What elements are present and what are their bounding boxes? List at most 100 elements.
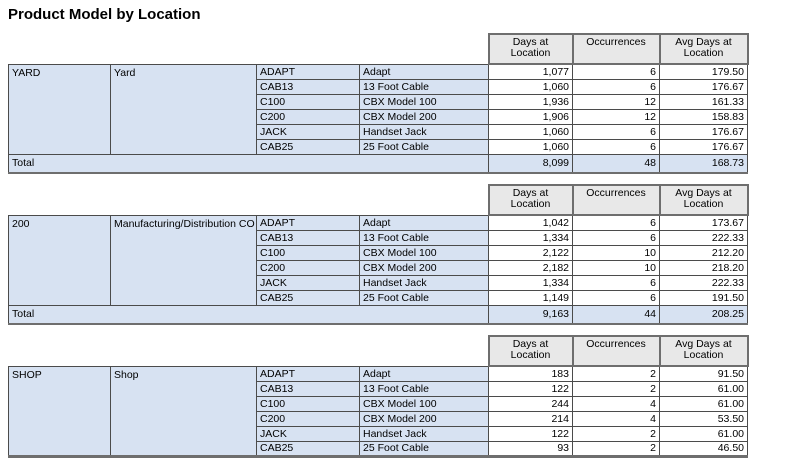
days-at-location-cell: 1,077 (488, 63, 573, 80)
location-code-cell: SHOP (8, 365, 111, 458)
occurrences-cell: 4 (572, 395, 660, 412)
product-row: CAB13 13 Foot Cable 1,334 6 222.33 (9, 229, 748, 246)
product-code-cell: CAB25 (256, 440, 360, 458)
avg-days-cell: 176.67 (659, 138, 748, 155)
days-at-location-cell: 93 (488, 440, 573, 458)
days-at-location-cell: 1,936 (488, 93, 573, 110)
product-row: YARD Yard ADAPT Adapt 1,077 6 179.50 (8, 63, 748, 155)
location-section-shop: Days at Location Occurrences Avg Days at L… (8, 335, 749, 458)
product-desc-cell: CBX Model 200 (359, 410, 489, 427)
product-desc-cell: 25 Foot Cable (359, 440, 489, 458)
occurrences-cell: 10 (572, 259, 660, 276)
days-at-location-cell: 1,042 (488, 214, 573, 231)
occurrences-cell: 2 (572, 380, 660, 397)
avg-days-cell: 212.20 (659, 244, 748, 261)
location-name-cell: Manufacturing/Distribution CO (110, 214, 257, 306)
product-row: C100 CBX Model 100 244 4 61.00 (9, 395, 748, 412)
avg-days-cell: 61.00 (659, 395, 748, 412)
product-code-cell: C200 (256, 259, 360, 276)
avg-days-cell: 176.67 (659, 78, 748, 95)
column-header-avg-days: Avg Days at Location (658, 335, 749, 367)
days-at-location-cell: 183 (488, 365, 573, 382)
occurrences-cell: 12 (572, 93, 660, 110)
product-row: 200 Manufacturing/Distribution CO ADAPT Ada… (8, 214, 748, 306)
product-row: C200 CBX Model 200 214 4 53.50 (9, 410, 748, 427)
days-at-location-cell: 2,182 (488, 259, 573, 276)
days-at-location-cell: 1,060 (488, 123, 573, 140)
location-code-cell: YARD (8, 63, 111, 155)
location-name-cell: Shop (110, 365, 257, 458)
occurrences-cell: 4 (572, 410, 660, 427)
total-days-cell: 8,099 (488, 153, 573, 174)
product-code-cell: C200 (256, 410, 360, 427)
occurrences-cell: 6 (572, 123, 660, 140)
product-desc-cell: Handset Jack (359, 425, 489, 442)
product-code-cell: ADAPT (256, 214, 360, 231)
product-row: CAB25 25 Foot Cable 93 2 46.50 (9, 440, 748, 458)
product-desc-cell: Adapt (359, 365, 489, 382)
avg-days-cell: 176.67 (659, 123, 748, 140)
occurrences-cell: 6 (572, 78, 660, 95)
occurrences-cell: 6 (572, 63, 660, 80)
page-title: Product Model by Location (8, 6, 201, 23)
product-desc-cell: 13 Foot Cable (359, 380, 489, 397)
avg-days-cell: 191.50 (659, 289, 748, 306)
product-code-cell: CAB13 (256, 380, 360, 397)
column-header-occurrences: Occurrences (571, 33, 661, 65)
avg-days-cell: 61.00 (659, 425, 748, 442)
total-days-cell: 9,163 (488, 304, 573, 325)
product-desc-cell: Handset Jack (359, 274, 489, 291)
days-at-location-cell: 1,334 (488, 229, 573, 246)
avg-days-cell: 61.00 (659, 380, 748, 397)
header-spacer (9, 185, 489, 215)
column-header-occurrences: Occurrences (571, 184, 661, 216)
product-row: SHOP Shop ADAPT Adapt 183 2 91.50 (8, 365, 748, 458)
column-header-days-at-location: Days at Location (487, 335, 574, 367)
product-row: JACK Handset Jack 1,334 6 222.33 (9, 274, 748, 291)
product-row: JACK Handset Jack 1,060 6 176.67 (9, 123, 748, 140)
occurrences-cell: 6 (572, 289, 660, 306)
days-at-location-cell: 1,060 (488, 78, 573, 95)
total-row: Total 9,163 44 208.25 (8, 304, 748, 325)
column-header-days-at-location: Days at Location (487, 184, 574, 216)
days-at-location-cell: 244 (488, 395, 573, 412)
occurrences-cell: 6 (572, 229, 660, 246)
total-row: Total 8,099 48 168.73 (8, 153, 748, 174)
header-band-row: Days at Location Occurrences Avg Days at L… (9, 33, 749, 65)
days-at-location-cell: 2,122 (488, 244, 573, 261)
avg-days-cell: 173.67 (659, 214, 748, 231)
product-desc-cell: CBX Model 100 (359, 395, 489, 412)
product-desc-cell: Adapt (359, 63, 489, 80)
product-code-cell: JACK (256, 425, 360, 442)
product-desc-cell: 13 Foot Cable (359, 229, 489, 246)
days-at-location-cell: 1,334 (488, 274, 573, 291)
product-code-cell: CAB25 (256, 289, 360, 306)
location-code-cell: 200 (8, 214, 111, 306)
product-row: CAB25 25 Foot Cable 1,149 6 191.50 (9, 289, 748, 306)
product-code-cell: ADAPT (256, 365, 360, 382)
avg-days-cell: 91.50 (659, 365, 748, 382)
avg-days-cell: 161.33 (659, 93, 748, 110)
product-row: C200 CBX Model 200 1,906 12 158.83 (9, 108, 748, 125)
product-desc-cell: CBX Model 200 (359, 259, 489, 276)
product-code-cell: ADAPT (256, 63, 360, 80)
occurrences-cell: 2 (572, 365, 660, 382)
occurrences-cell: 6 (572, 274, 660, 291)
product-row: CAB13 13 Foot Cable 1,060 6 176.67 (9, 78, 748, 95)
occurrences-cell: 6 (572, 138, 660, 155)
product-code-cell: C100 (256, 93, 360, 110)
total-label-cell: Total (8, 304, 489, 325)
product-desc-cell: CBX Model 100 (359, 244, 489, 261)
avg-days-cell: 218.20 (659, 259, 748, 276)
header-band-row: Days at Location Occurrences Avg Days at L… (9, 335, 749, 367)
days-at-location-cell: 214 (488, 410, 573, 427)
product-desc-cell: 25 Foot Cable (359, 138, 489, 155)
product-code-cell: C200 (256, 108, 360, 125)
total-occurrences-cell: 44 (572, 304, 660, 325)
avg-days-cell: 222.33 (659, 229, 748, 246)
product-desc-cell: 13 Foot Cable (359, 78, 489, 95)
days-at-location-cell: 122 (488, 380, 573, 397)
occurrences-cell: 10 (572, 244, 660, 261)
product-desc-cell: CBX Model 100 (359, 93, 489, 110)
product-code-cell: CAB13 (256, 229, 360, 246)
